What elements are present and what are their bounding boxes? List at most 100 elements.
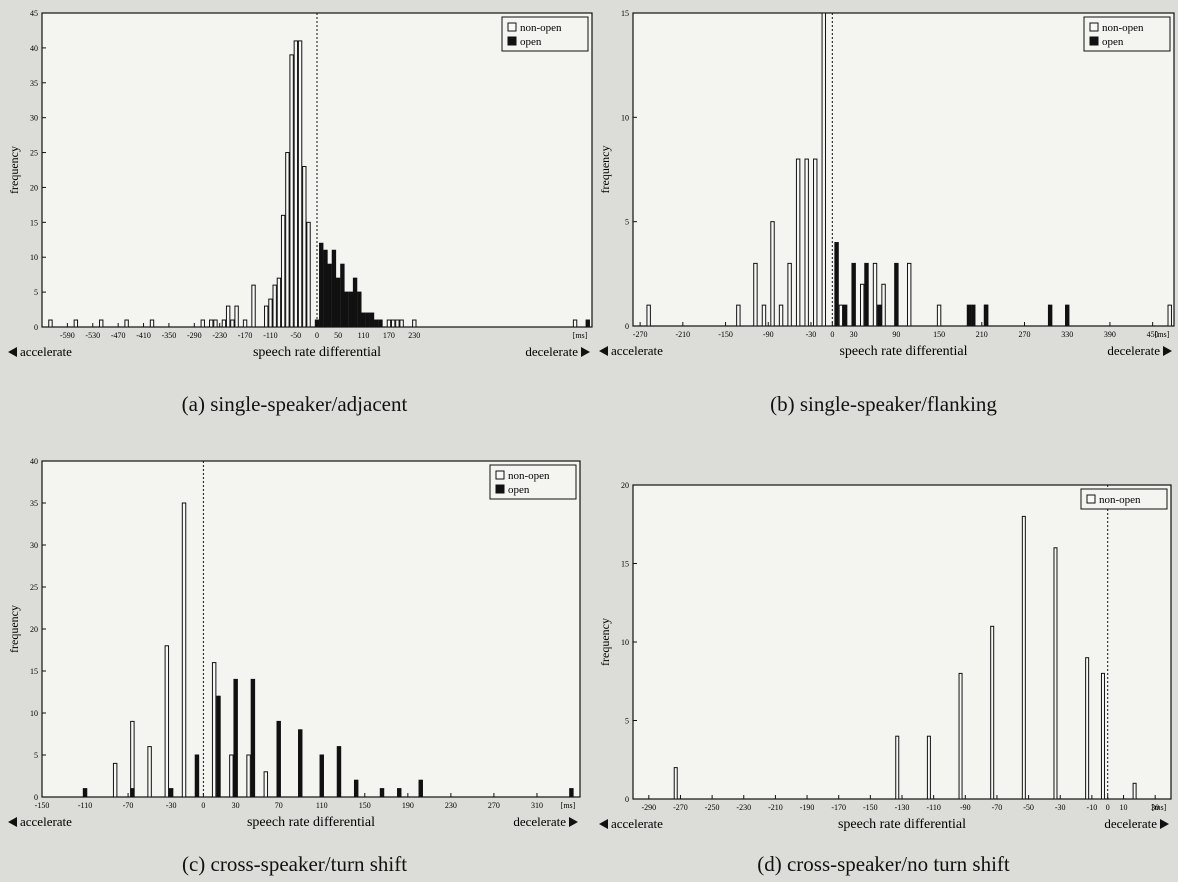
bar-non-open (572, 319, 578, 328)
bar-non-open (306, 221, 311, 328)
bar-non-open (936, 304, 942, 327)
y-tick-label: 45 (30, 9, 38, 18)
y-tick-label: 25 (30, 149, 38, 158)
y-tick-label: 10 (30, 709, 38, 718)
decelerate-arrow-icon (1160, 819, 1169, 829)
bar-non-open (872, 262, 878, 327)
x-tick-label: 390 (1104, 330, 1116, 339)
x-tick-label: -470 (111, 331, 126, 340)
legend-label: open (1102, 36, 1124, 48)
bar-non-open (761, 304, 767, 327)
x-tick-label: 0 (830, 330, 834, 339)
bar-non-open (1167, 304, 1172, 327)
chart-svg: 0 5 10 15 20 -290 -270 -250 -230 -210 -190 -170 -150… (598, 481, 1172, 832)
x-tick-label: -50 (291, 331, 302, 340)
x-tick-label: -30 (806, 330, 817, 339)
legend: non-open (1080, 488, 1168, 510)
x-tick-label: -10 (1087, 803, 1098, 812)
x-tick-label: -250 (705, 803, 720, 812)
bar-open (361, 312, 366, 328)
bar-open (834, 242, 839, 327)
bar-non-open (251, 284, 256, 328)
bar-non-open (149, 319, 155, 328)
legend-swatch-non-open (1086, 494, 1096, 504)
x-tick-label: -30 (166, 801, 177, 810)
bar-non-open (124, 319, 129, 328)
bar-non-open (906, 262, 912, 327)
y-tick-label: 20 (621, 481, 629, 490)
y-tick-label: 30 (30, 114, 38, 123)
y-tick-label: 10 (30, 253, 38, 262)
chart-panel-d: 0 5 10 15 20 -290 -270 -250 -230 -210 -190 -170 -150… (589, 441, 1178, 882)
bar-non-open (881, 283, 886, 327)
y-tick-label: 15 (621, 9, 629, 18)
chart-panel-a: 0 5 10 15 20 25 30 35 40 45 -590 -530 -470 -410 -350 -2… (0, 0, 593, 441)
bar-non-open (276, 277, 282, 328)
bar-non-open (289, 54, 294, 328)
y-tick-label: 20 (30, 183, 38, 192)
x-tick-label: -590 (60, 331, 75, 340)
chart-svg: 0 5 10 15 -270 -210 -150 -90 -30 0 30 90 150 210 270 33… (598, 9, 1175, 359)
bar-open (233, 678, 238, 798)
y-tick-label: 40 (30, 457, 38, 466)
x-tick-label: 30 (850, 330, 858, 339)
bar-open (983, 304, 989, 327)
y-tick-label: 10 (621, 638, 629, 647)
bar-non-open (48, 319, 53, 328)
bar-non-open (804, 158, 809, 327)
caption-b: (b) single-speaker/flanking (770, 392, 997, 416)
bar-open (340, 263, 345, 328)
bar-non-open (302, 166, 307, 328)
bar-non-open (646, 304, 651, 327)
bar-non-open (280, 214, 286, 328)
bar-non-open (297, 40, 303, 328)
bar-non-open (225, 305, 231, 328)
bar-non-open (753, 262, 758, 327)
bar-non-open (73, 319, 79, 328)
legend-label: non-open (520, 22, 562, 34)
bar-non-open (386, 319, 392, 328)
y-tick-label: 15 (30, 218, 38, 227)
bar-open (357, 291, 362, 328)
x-axis-label: speech rate differential (839, 344, 967, 359)
y-tick-label: 5 (625, 218, 629, 227)
x-tick-label: -210 (675, 330, 690, 339)
decelerate-arrow-icon (581, 347, 590, 357)
legend-swatch-non-open (1089, 22, 1099, 32)
bar-non-open (813, 158, 818, 327)
decelerate-arrow-icon (1163, 346, 1172, 356)
caption-a: (a) single-speaker/adjacent (181, 392, 408, 416)
legend-swatch-open (1089, 36, 1099, 46)
y-tick-label: 0 (625, 322, 629, 331)
x-tick-label: 170 (383, 331, 395, 340)
x-tick-label: 270 (1019, 330, 1031, 339)
x-tick-label: -90 (960, 803, 971, 812)
y-tick-label: 5 (34, 751, 38, 760)
x-tick-label: -110 (78, 801, 92, 810)
legend: non-open open (489, 464, 577, 500)
x-tick-label: -110 (263, 331, 277, 340)
bar-non-open (1021, 515, 1026, 800)
bar-open (335, 277, 341, 328)
bar-non-open (221, 319, 227, 328)
y-tick-label: 20 (30, 625, 38, 634)
bar-open (378, 319, 383, 328)
x-tick-label: -110 (926, 803, 940, 812)
bar-non-open (770, 221, 775, 327)
legend: non-open open (501, 16, 589, 52)
y-axis-label: frequency (598, 146, 612, 194)
bar-open (379, 788, 385, 798)
bar-non-open (1132, 782, 1137, 800)
x-tick-label: -50 (1023, 803, 1034, 812)
bar-non-open (181, 502, 187, 798)
bar-open (365, 312, 370, 328)
bar-open (585, 319, 590, 328)
x-tick-label: 190 (402, 801, 414, 810)
bar-non-open (787, 262, 792, 327)
bar-open (276, 720, 281, 798)
bar-non-open (1053, 547, 1058, 800)
legend-label: non-open (1102, 22, 1144, 34)
x-tick-label: -270 (673, 803, 688, 812)
x-tick-label: -290 (641, 803, 656, 812)
accelerate-label: accelerate (20, 344, 72, 359)
